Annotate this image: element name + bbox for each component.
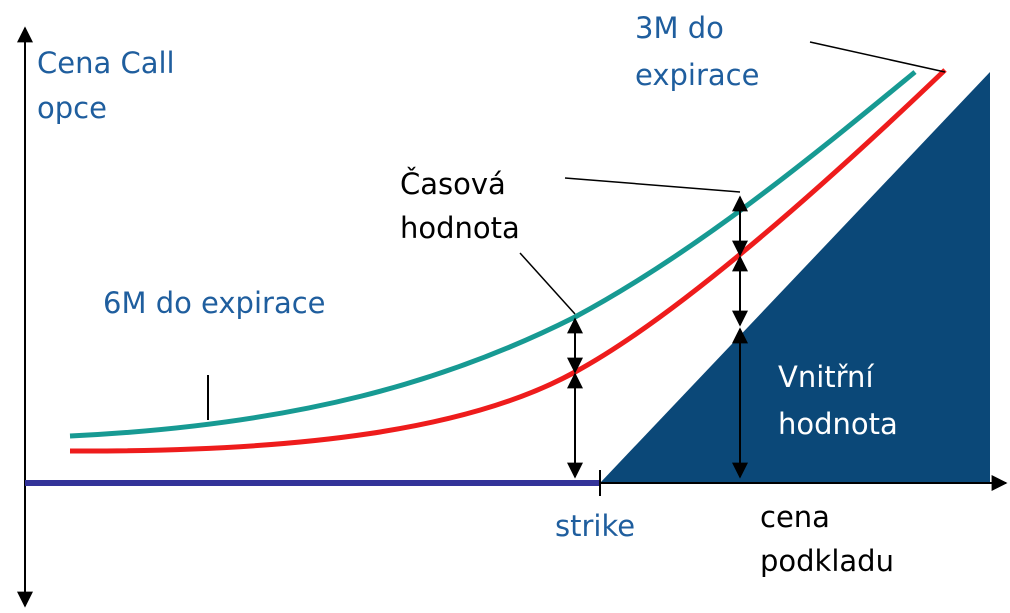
label: strike [555,509,635,543]
label: cena [760,500,830,534]
label: Vnitřní [778,360,874,394]
label: 3M do [635,11,724,45]
curve-6m [69,70,917,439]
label: hodnota [778,407,898,441]
label: Cena Call [37,46,175,80]
pointer [564,177,741,193]
label: opce [37,91,107,125]
pointer [519,252,576,315]
intrinsic-area [600,72,990,483]
label: hodnota [400,211,520,245]
label: expirace [635,58,759,92]
label: Časová [400,167,506,201]
pointer [809,41,946,73]
label: podkladu [760,544,894,578]
label: 6M do expirace [103,286,326,320]
